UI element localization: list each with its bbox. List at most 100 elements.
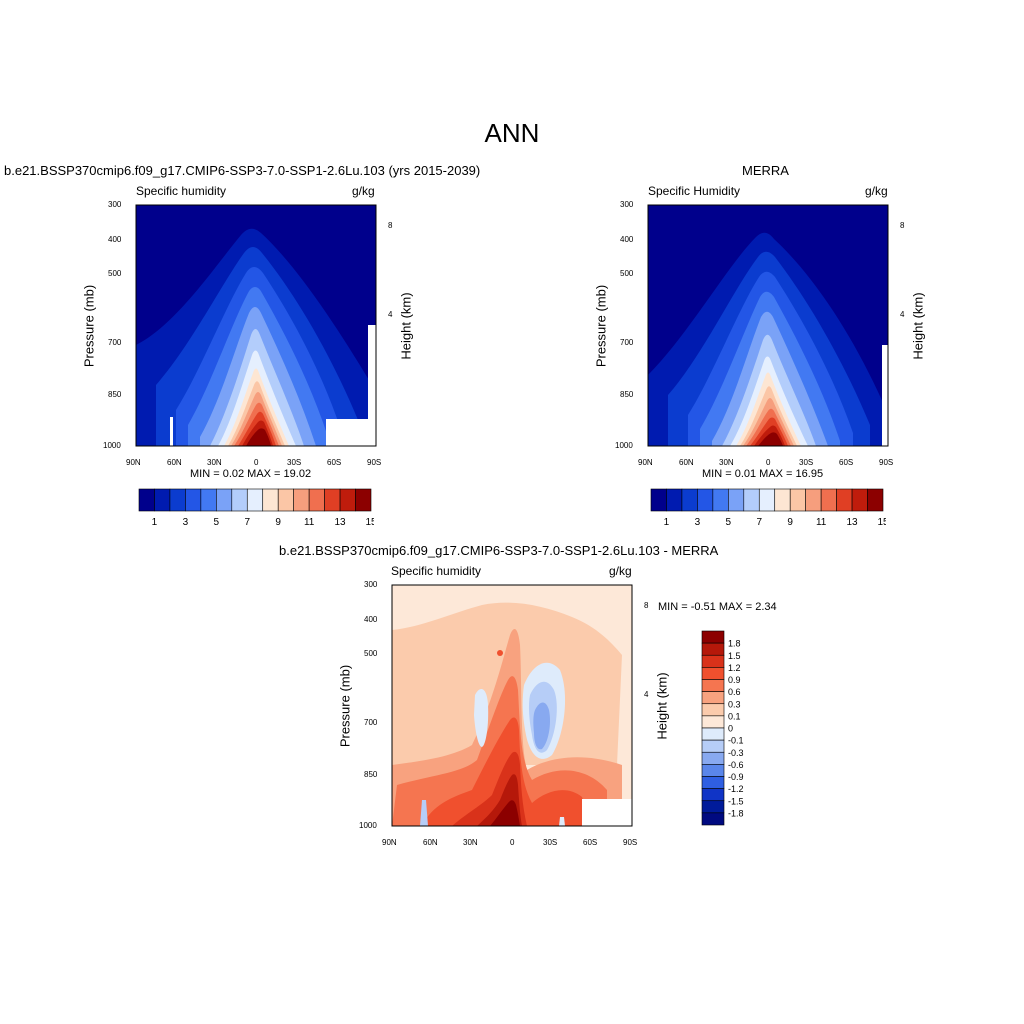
contour-plot-diff [391,584,633,827]
colorbar-swatch [701,727,725,741]
lat-tick: 60S [327,458,342,467]
colorbar-swatch [820,488,837,512]
colorbar-label: 0.9 [728,675,741,685]
colorbar-swatch [339,488,356,512]
panel-title-obs: MERRA [742,163,789,178]
colorbar-swatch [666,488,683,512]
colorbar-label: 1.5 [728,651,741,661]
colorbar-swatch [867,488,884,512]
colorbar-label: 15 [365,517,374,528]
colorbar-swatch [701,715,725,729]
colorbar-swatch [774,488,791,512]
colorbar-swatch [324,488,341,512]
lat-tick: 30N [463,838,478,847]
colorbar-model: 1 3 5 7 9 11 13 15 [138,488,374,528]
colorbar-swatch [355,488,372,512]
y-axis-label-model: Pressure (mb) [81,284,97,368]
colorbar-swatch [851,488,868,512]
p-tick: 400 [620,235,634,244]
minmax-diff: MIN = -0.51 MAX = 2.34 [658,601,777,613]
lat-tick: 90S [879,458,894,467]
lat-tick: 90N [638,458,653,467]
h-tick: 8 [388,221,393,230]
lat-tick: 60N [167,458,182,467]
lat-tick: 0 [254,458,259,467]
colorbar-obs: 1 3 5 7 9 11 13 15 [650,488,886,528]
y-axis-label-obs: Pressure (mb) [593,284,609,368]
p-tick: 500 [364,649,378,658]
lat-tick: 0 [766,458,771,467]
lat-tick: 60N [679,458,694,467]
lat-tick: 90N [126,458,141,467]
colorbar-label: 5 [726,517,732,528]
y2-axis-label-diff: Height (km) [654,672,670,740]
colorbar-swatch [701,812,725,826]
lat-tick: 60N [423,838,438,847]
colorbar-label: 1 [152,517,158,528]
p-tick: 300 [108,200,122,209]
colorbar-swatch [701,788,725,802]
lat-tick: 0 [510,838,515,847]
p-tick: 850 [364,770,378,779]
colorbar-swatch [262,488,279,512]
variable-label-diff: Specific humidity [391,564,482,578]
colorbar-swatch [836,488,853,512]
colorbar-swatch [200,488,217,512]
colorbar-label: 0 [728,724,733,734]
panel-title-model: b.e21.BSSP370cmip6.f09_g17.CMIP6-SSP3-7.… [4,163,481,178]
units-label-obs: g/kg [865,184,888,198]
colorbar-label: 11 [304,517,315,528]
colorbar-swatch [805,488,822,512]
colorbar-label: 15 [877,517,886,528]
colorbar-swatch [697,488,714,512]
colorbar-label: -0.3 [728,748,744,758]
lat-tick: 90S [367,458,382,467]
colorbar-swatch [308,488,325,512]
h-tick: 8 [900,221,905,230]
colorbar-swatch [701,630,725,644]
p-tick: 500 [620,269,634,278]
colorbar-label: 5 [214,517,220,528]
colorbar-swatch [231,488,248,512]
h-tick: 4 [388,310,393,319]
p-tick: 400 [364,615,378,624]
colorbar-label: 0.3 [728,699,741,709]
colorbar-label: -1.2 [728,784,744,794]
lat-tick: 30N [719,458,734,467]
p-tick: 300 [364,580,378,589]
colorbar-swatch [701,776,725,789]
p-tick: 400 [108,235,122,244]
colorbar-label: 7 [756,517,762,528]
colorbar-label: -1.8 [728,808,744,818]
y2-axis-label-obs: Height (km) [910,292,926,360]
axes-ticks-diff: 300 400 500 700 850 1000 8 4 90N 60N 30N… [359,580,656,850]
colorbar-swatch [701,642,725,656]
colorbar-swatch [701,800,725,814]
colorbar-swatch [650,488,667,512]
minmax-obs: MIN = 0.01 MAX = 16.95 [702,468,824,480]
p-tick: 850 [620,390,634,399]
colorbar-label: -0.6 [728,760,744,770]
axes-ticks-model: 300 400 500 700 850 1000 8 4 90N 60N 30N… [103,200,400,470]
colorbar-swatch [185,488,202,512]
units-label-diff: g/kg [609,564,632,578]
colorbar-label: 1.8 [728,639,741,649]
p-tick: 700 [620,338,634,347]
lat-tick: 60S [583,838,598,847]
lat-tick: 30N [207,458,222,467]
colorbar-swatch [138,488,155,512]
lat-tick: 60S [839,458,854,467]
colorbar-label: 1.2 [728,663,741,673]
colorbar-swatch [277,488,294,512]
colorbar-swatch [701,764,725,777]
colorbar-swatch [701,751,725,765]
colorbar-swatch [701,703,725,717]
colorbar-swatch [701,679,725,692]
lat-tick: 90N [382,838,397,847]
colorbar-label: -1.5 [728,796,744,806]
panel-title-diff: b.e21.BSSP370cmip6.f09_g17.CMIP6-SSP3-7.… [279,543,719,558]
h-tick: 4 [644,690,649,699]
colorbar-label: 13 [847,517,859,528]
colorbar-label: 11 [816,517,827,528]
colorbar-swatch [701,667,725,680]
